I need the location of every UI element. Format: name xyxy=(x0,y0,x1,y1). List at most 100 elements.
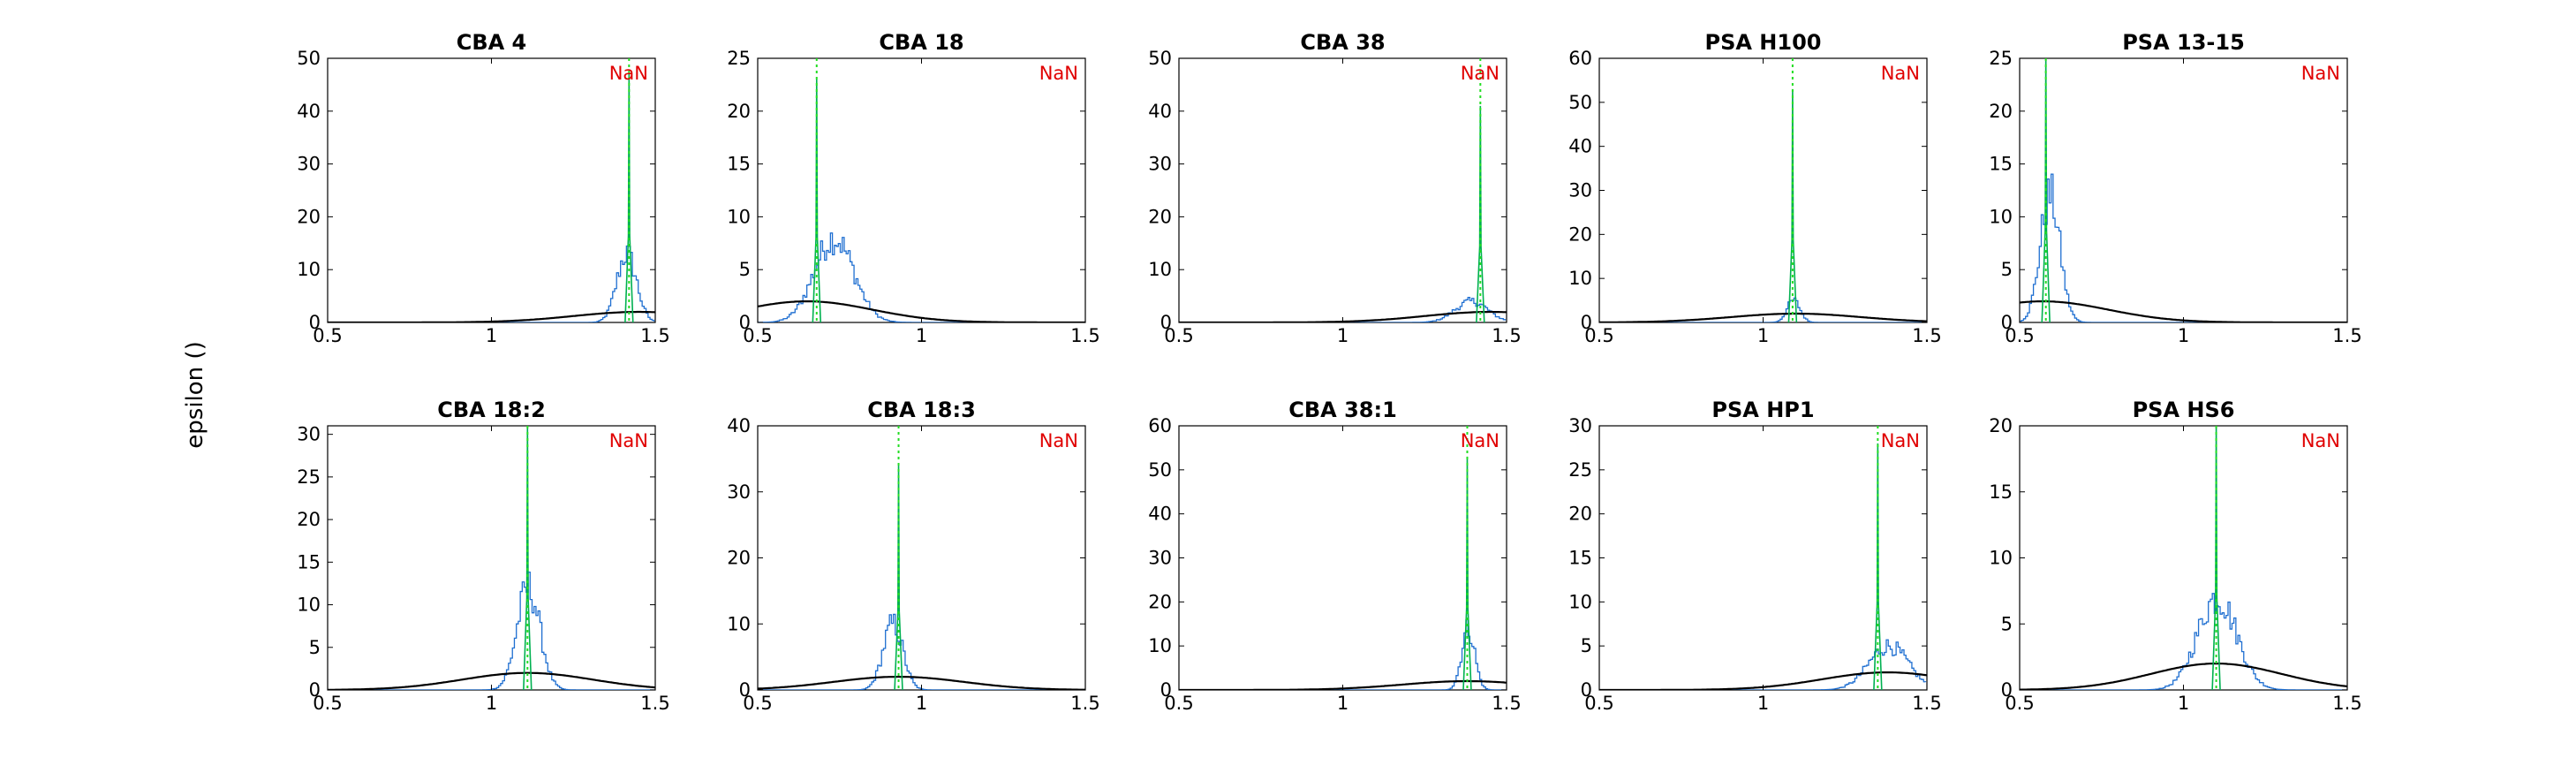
x-tick-label: 1.5 xyxy=(1070,693,1099,714)
subplot-axes-box xyxy=(2019,57,2348,323)
figure-ylabel: epsilon () xyxy=(182,341,208,449)
y-tick-label: 0 xyxy=(309,679,321,701)
y-tick-label: 25 xyxy=(727,48,751,69)
subplot-title: PSA HP1 xyxy=(1711,398,1814,422)
x-tick-label: 1 xyxy=(1337,693,1348,714)
nan-annotation: NaN xyxy=(2301,63,2340,84)
y-tick-label: 0 xyxy=(739,679,751,701)
x-tick-label: 1.5 xyxy=(1492,693,1521,714)
y-tick-label: 10 xyxy=(297,259,321,280)
subplot-axes-box xyxy=(327,425,656,691)
x-tick-label: 0.5 xyxy=(1584,693,1613,714)
subplot-title: PSA H100 xyxy=(1705,30,1822,55)
subplot-plot-area xyxy=(328,426,655,690)
subplot-axes-box xyxy=(327,57,656,323)
histogram-line xyxy=(2020,593,2346,690)
subplot-9: 0.5 1 1.5 0 5 10 15 20 25 30 PSA HP1 NaN xyxy=(1568,398,1941,714)
y-tick-label: 25 xyxy=(297,466,321,488)
posterior-spike xyxy=(624,73,634,322)
subplot-axes-box xyxy=(2019,425,2348,691)
subplot-plot-area xyxy=(758,426,1085,690)
y-tick-label: 25 xyxy=(1568,459,1592,481)
y-tick-label: 50 xyxy=(297,48,321,69)
y-tick-label: 20 xyxy=(1989,101,2013,122)
x-tick-label: 1.5 xyxy=(1070,325,1099,346)
y-tick-label: 20 xyxy=(1568,224,1592,245)
y-tick-label: 50 xyxy=(1568,92,1592,113)
y-tick-label: 40 xyxy=(297,101,321,122)
subplot-plot-area xyxy=(2020,426,2347,690)
x-tick-label: 0.5 xyxy=(2005,693,2034,714)
posterior-spike xyxy=(1462,456,1472,690)
x-tick-label: 0.5 xyxy=(743,693,772,714)
histogram-line xyxy=(1599,297,1926,322)
subplot-title: CBA 18:2 xyxy=(437,398,546,422)
x-tick-label: 1.5 xyxy=(1492,325,1521,346)
x-tick-label: 1.5 xyxy=(2332,325,2361,346)
nan-annotation: NaN xyxy=(1881,63,1920,84)
y-tick-label: 5 xyxy=(739,259,751,280)
y-tick-label: 10 xyxy=(1148,635,1172,656)
x-tick-label: 0.5 xyxy=(313,325,342,346)
y-tick-label: 20 xyxy=(1148,206,1172,227)
histogram-line xyxy=(758,613,1084,690)
y-tick-label: 40 xyxy=(1568,136,1592,157)
y-tick-label: 20 xyxy=(297,206,321,227)
x-tick-label: 1 xyxy=(2178,325,2189,346)
subplot-2: 0.5 1 1.5 0 5 10 15 20 25 CBA 18 NaN xyxy=(727,30,1099,346)
histogram-line xyxy=(2020,173,2346,322)
x-tick-label: 1 xyxy=(1757,693,1769,714)
y-tick-label: 5 xyxy=(2001,259,2013,280)
subplot-5: 0.5 1 1.5 0 5 10 15 20 25 PSA 13-15 NaN xyxy=(1989,30,2361,346)
y-tick-label: 60 xyxy=(1148,415,1172,436)
x-tick-label: 1 xyxy=(916,693,927,714)
y-tick-label: 30 xyxy=(1568,415,1592,436)
y-tick-label: 5 xyxy=(309,637,321,658)
subplot-title: PSA 13-15 xyxy=(2122,30,2245,55)
x-tick-label: 0.5 xyxy=(313,693,342,714)
y-tick-label: 15 xyxy=(297,551,321,572)
nan-annotation: NaN xyxy=(1881,430,1920,451)
posterior-spike xyxy=(2041,58,2051,322)
y-tick-label: 15 xyxy=(1989,154,2013,175)
subplot-title: CBA 38 xyxy=(1300,30,1385,55)
x-tick-label: 1.5 xyxy=(640,325,669,346)
subplot-1: 0.5 1 1.5 0 10 20 30 40 50 CBA 4 NaN xyxy=(297,30,669,346)
y-tick-label: 30 xyxy=(1148,548,1172,569)
posterior-spike xyxy=(1787,88,1798,322)
y-tick-label: 30 xyxy=(727,481,751,503)
histogram-line xyxy=(1179,297,1507,322)
x-tick-label: 0.5 xyxy=(2005,325,2034,346)
x-tick-label: 0.5 xyxy=(1164,325,1193,346)
subplot-title: CBA 18:3 xyxy=(867,398,976,422)
subplot-6: 0.5 1 1.5 0 5 10 15 20 25 30 CBA 18:2 NaN xyxy=(297,398,669,714)
nan-annotation: NaN xyxy=(609,63,648,84)
y-tick-label: 30 xyxy=(1148,154,1172,175)
y-tick-label: 10 xyxy=(727,613,751,634)
nan-annotation: NaN xyxy=(609,430,648,451)
prior-curve xyxy=(328,671,655,690)
x-tick-label: 1.5 xyxy=(640,693,669,714)
x-tick-label: 1.5 xyxy=(1912,693,1941,714)
y-tick-label: 5 xyxy=(1581,635,1592,656)
x-tick-label: 1 xyxy=(2178,693,2189,714)
histogram-line xyxy=(328,571,654,690)
y-tick-label: 20 xyxy=(1568,504,1592,525)
subplot-axes-box xyxy=(757,425,1086,691)
subplot-7: 0.5 1 1.5 0 10 20 30 40 CBA 18:3 NaN xyxy=(727,398,1099,714)
x-tick-label: 1 xyxy=(1757,325,1769,346)
nan-annotation: NaN xyxy=(2301,430,2340,451)
nan-annotation: NaN xyxy=(1039,430,1078,451)
x-tick-label: 0.5 xyxy=(1164,693,1193,714)
subplot-axes-box xyxy=(1178,425,1507,691)
posterior-spike xyxy=(2211,426,2221,690)
subplot-title: CBA 18 xyxy=(879,30,963,55)
y-tick-label: 10 xyxy=(1989,206,2013,227)
y-tick-label: 0 xyxy=(739,312,751,333)
subplot-3: 0.5 1 1.5 0 10 20 30 40 50 CBA 38 NaN xyxy=(1148,30,1521,346)
y-tick-label: 10 xyxy=(727,206,751,227)
subplot-axes-box xyxy=(1598,57,1928,323)
y-tick-label: 0 xyxy=(1581,312,1592,333)
x-tick-label: 1.5 xyxy=(2332,693,2361,714)
